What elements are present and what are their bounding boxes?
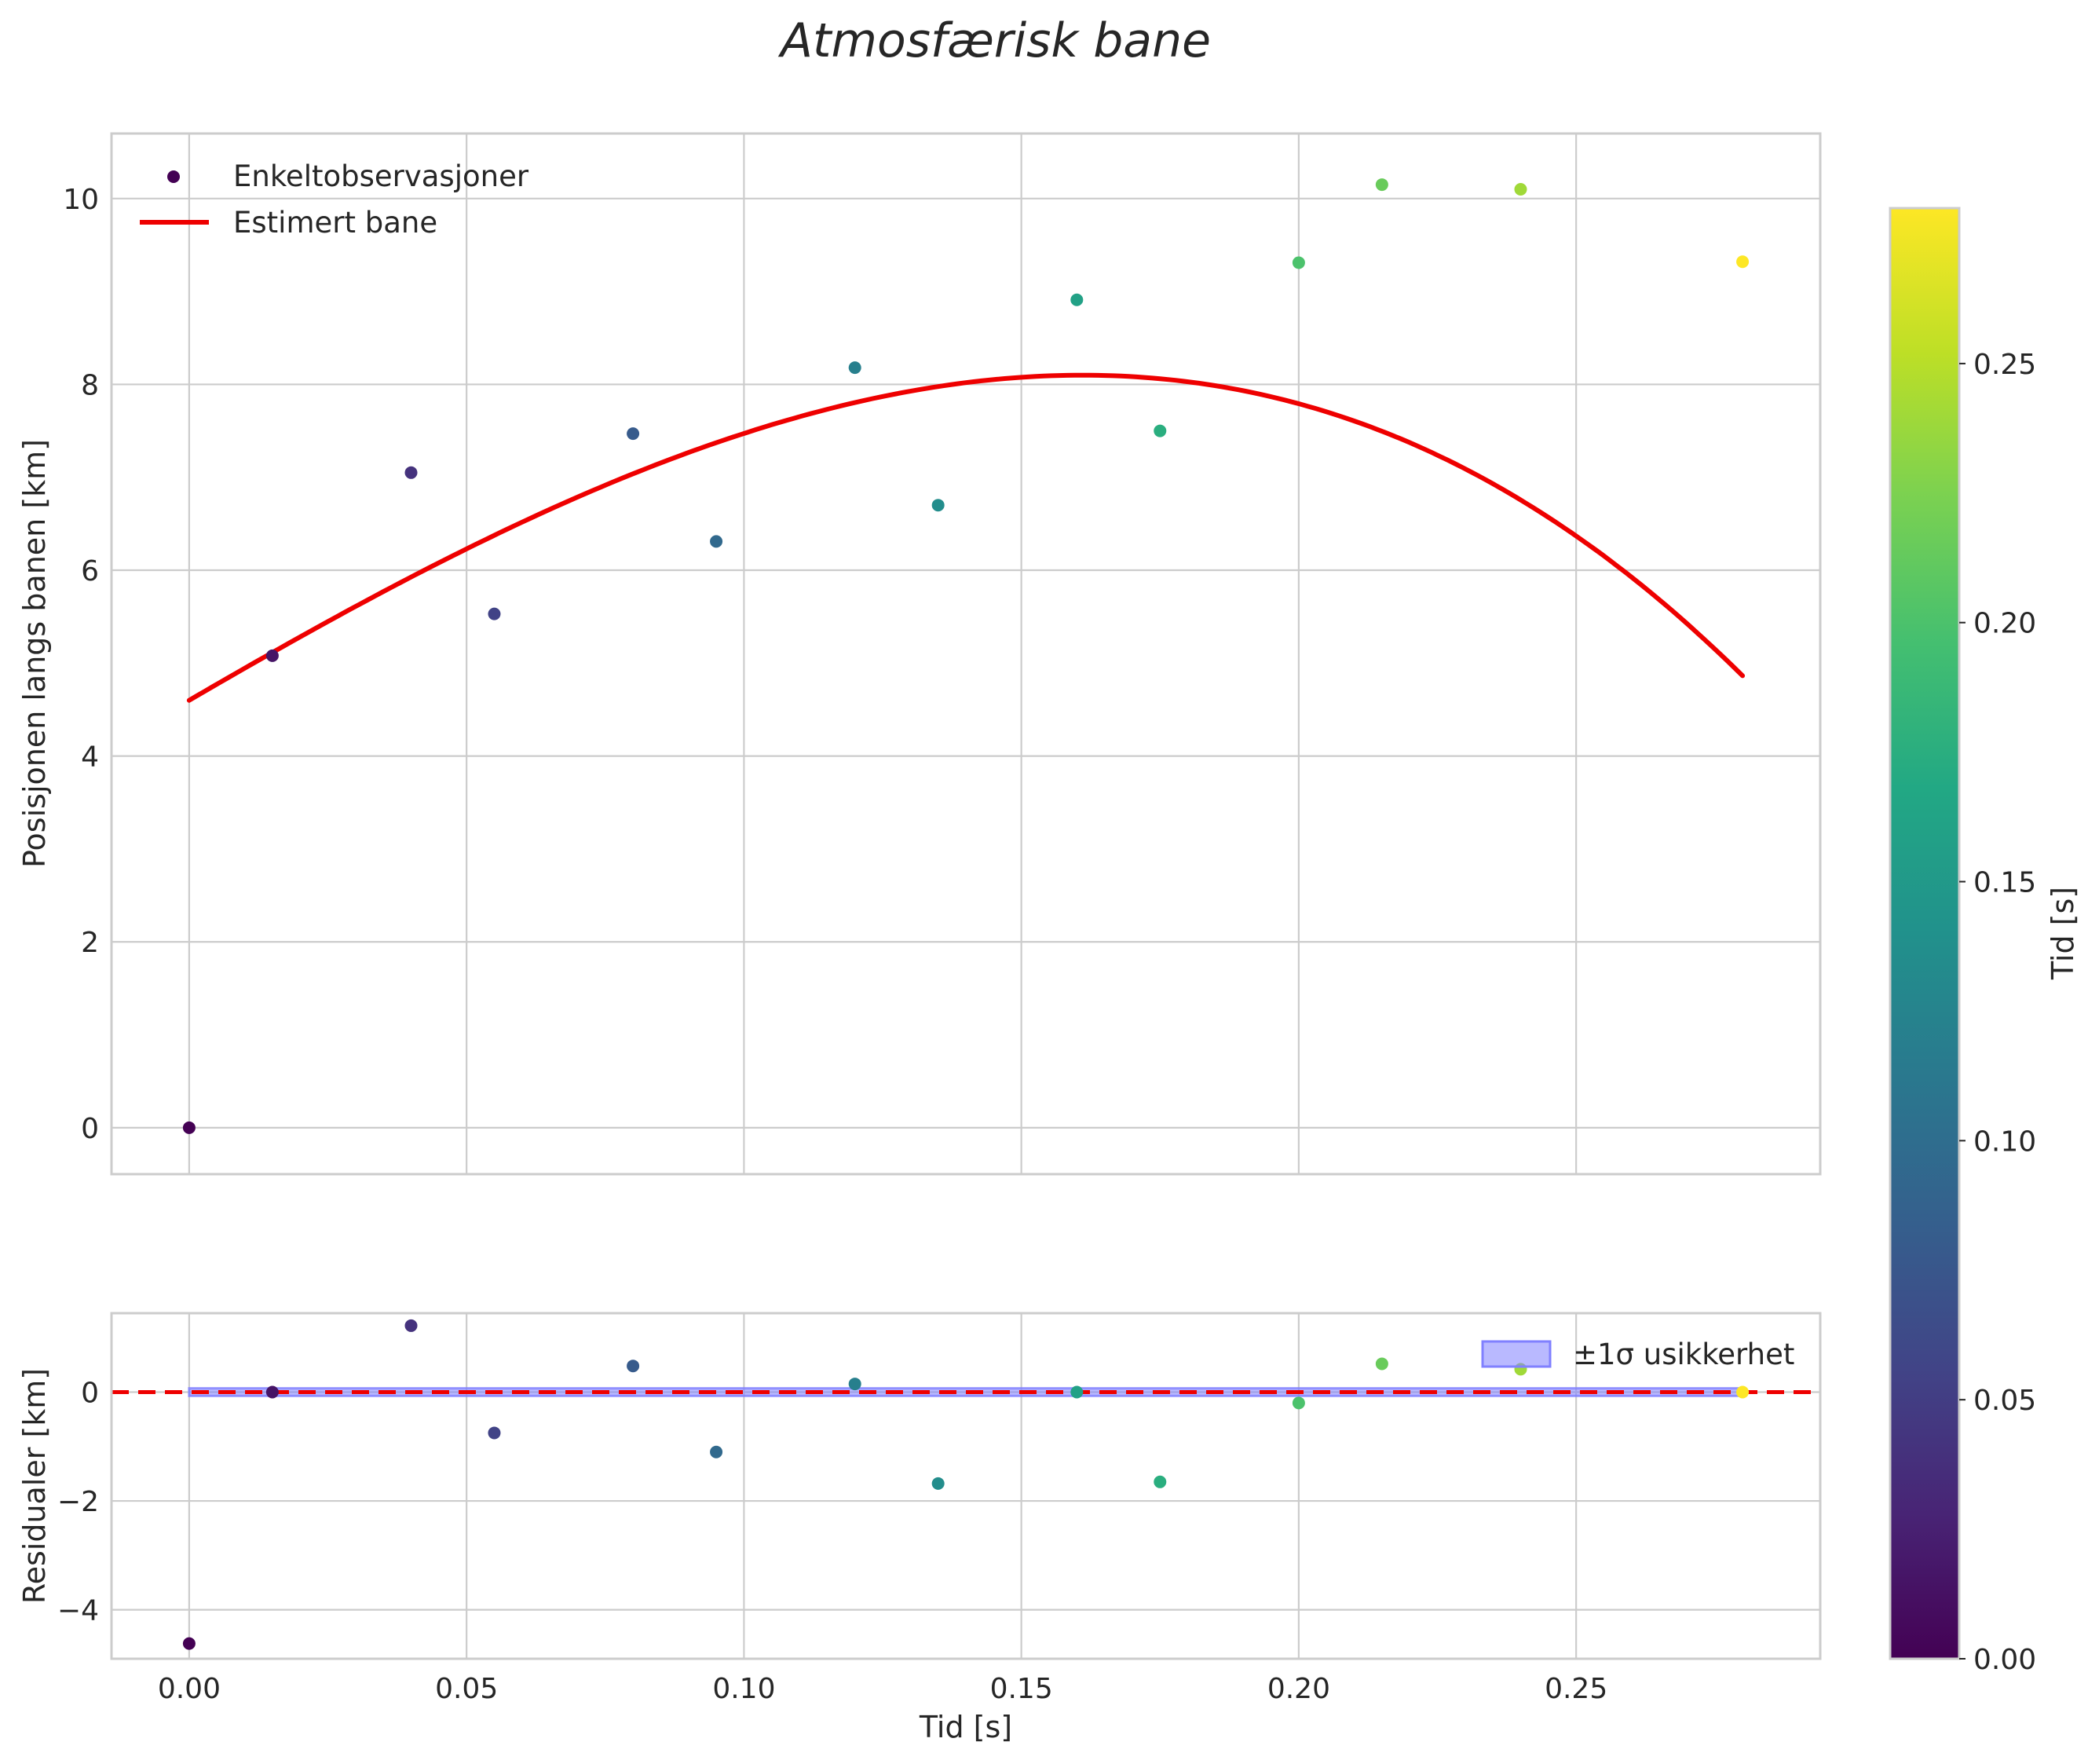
x-tick-label: 0.15: [990, 1673, 1053, 1705]
colorbar-tick-label: 0.05: [1973, 1385, 2036, 1417]
figure: Atmosfærisk bane 0 2 4 6 8 10 Posisjonen lang…: [0, 0, 2099, 1764]
residual-point: [1154, 1476, 1166, 1488]
legend-marker-band: [1483, 1341, 1550, 1367]
residual-point: [405, 1319, 418, 1332]
colorbar-tick-label: 0.15: [1973, 867, 2036, 899]
main-y-tick-label: 2: [81, 927, 99, 959]
observation-point: [932, 499, 945, 511]
observation-point: [405, 467, 418, 479]
main-panel: 0 2 4 6 8 10 Posisjonen langs banen [km] Enke…: [17, 134, 1820, 1174]
residual-panel: −4 −2 0 0.00 0.05 0.10 0.15 0.20 0.25 Residuale…: [17, 1313, 1820, 1744]
colorbar-label: Tid [s]: [2046, 887, 2080, 980]
colorbar-tick-label: 0.00: [1973, 1644, 2036, 1676]
x-tick-label: 0.25: [1545, 1673, 1607, 1705]
observation-point: [488, 608, 500, 620]
residual-point: [183, 1638, 196, 1650]
observation-point: [1736, 255, 1749, 268]
residual-point: [627, 1360, 639, 1372]
residual-y-axis-label: Residualer [km]: [17, 1368, 52, 1604]
observation-point: [710, 535, 722, 547]
residual-legend: ±1σ usikkerhet: [1483, 1338, 1794, 1371]
x-axis-label: Tid [s]: [919, 1710, 1012, 1744]
colorbar: 0.00 0.05 0.10 0.15 0.20 0.25 Tid [s]: [1890, 208, 2080, 1676]
residual-point: [488, 1426, 500, 1439]
observation-points: [183, 178, 1749, 1134]
colorbar-gradient: [1890, 208, 1959, 1659]
residual-axes-frame: [112, 1313, 1820, 1659]
residual-y-tick-label: 0: [81, 1377, 99, 1409]
observation-point: [183, 1122, 196, 1134]
residual-point: [266, 1385, 279, 1398]
residual-point: [1376, 1357, 1388, 1370]
observation-point: [1514, 183, 1527, 196]
observation-point: [266, 650, 279, 662]
observation-point: [849, 361, 861, 374]
main-axes-frame: [112, 134, 1820, 1174]
residual-points: [183, 1319, 1749, 1650]
x-ticks: 0.00 0.05 0.10 0.15 0.20 0.25: [158, 1673, 1607, 1705]
residual-point: [849, 1378, 861, 1390]
residual-y-tick-label: −2: [57, 1486, 99, 1518]
observation-point: [1154, 425, 1166, 437]
main-y-tick-label: 8: [81, 369, 99, 401]
main-y-tick-label: 10: [63, 184, 99, 216]
residual-y-ticks: −4 −2 0: [57, 1377, 99, 1627]
main-y-ticks: 0 2 4 6 8 10: [63, 184, 99, 1145]
residual-point: [1070, 1385, 1083, 1398]
legend-marker-observations: [167, 170, 180, 183]
main-y-tick-label: 4: [81, 741, 99, 774]
colorbar-ticks: 0.00 0.05 0.10 0.15 0.20 0.25: [1959, 349, 2036, 1676]
fit-layer: [189, 375, 1742, 701]
colorbar-tick-label: 0.10: [1973, 1125, 2036, 1158]
main-legend: Enkeltobservasjoner Estimert bane: [140, 159, 529, 240]
colorbar-tick-label: 0.20: [1973, 608, 2036, 640]
main-y-tick-label: 0: [81, 1113, 99, 1145]
residual-grid: [112, 1313, 1820, 1659]
main-y-tick-label: 6: [81, 555, 99, 587]
main-y-axis-label: Posisjonen langs banen [km]: [17, 439, 52, 868]
main-grid: [112, 134, 1820, 1174]
x-tick-label: 0.20: [1267, 1673, 1330, 1705]
residual-point: [710, 1446, 722, 1458]
colorbar-tick-label: 0.25: [1973, 349, 2036, 381]
legend-label-observations: Enkeltobservasjoner: [233, 159, 529, 193]
x-tick-label: 0.05: [435, 1673, 498, 1705]
estimated-trajectory-line: [189, 375, 1742, 701]
legend-label-fit: Estimert bane: [233, 206, 437, 240]
residual-point: [1293, 1396, 1305, 1409]
observation-point: [1070, 294, 1083, 306]
observation-point: [1293, 256, 1305, 269]
observation-point: [627, 427, 639, 440]
observation-point: [1376, 178, 1388, 191]
residual-point: [1736, 1385, 1749, 1398]
chart-title: Atmosfærisk bane: [777, 13, 1211, 68]
residual-y-tick-label: −4: [57, 1595, 99, 1627]
residual-point: [932, 1477, 945, 1490]
x-tick-label: 0.10: [712, 1673, 775, 1705]
legend-label-band: ±1σ usikkerhet: [1573, 1338, 1794, 1371]
x-tick-label: 0.00: [158, 1673, 221, 1705]
